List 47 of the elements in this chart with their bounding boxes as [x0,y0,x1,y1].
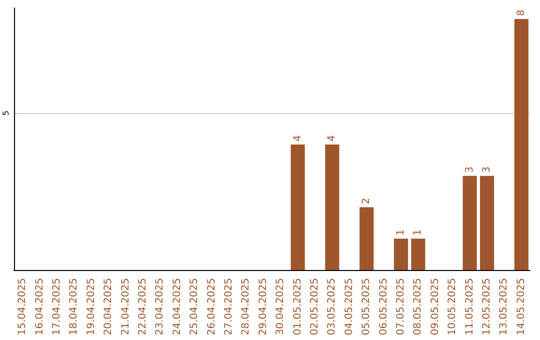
x-tick-label: 05.05.2025 [361,278,372,336]
bar [394,238,408,270]
x-tick-label: 29.04.2025 [258,278,269,336]
x-tick-label: 27.04.2025 [224,278,234,336]
data-label: 4 [292,135,304,142]
bar [290,144,305,270]
x-tick-label: 30.04.2025 [275,278,286,336]
bar [480,176,494,270]
x-tick-label: 11.05.2025 [464,278,476,336]
x-tick-label: 06.05.2025 [378,278,390,336]
bar [411,238,426,270]
x-tick-label: 16.04.2025 [34,278,46,336]
x-tick-label: 23.04.2025 [154,278,166,336]
x-tick-label: 24.04.2025 [172,278,183,336]
x-tick-label: 03.05.2025 [326,278,338,336]
x-tick-label: 08.05.2025 [412,278,424,336]
y-tick-label: 5 [2,110,10,116]
x-tick-label: 17.04.2025 [52,278,62,336]
x-tick-label: 10.05.2025 [447,278,458,336]
data-label: 4 [326,135,338,142]
x-tick-label: 12.05.2025 [482,278,492,336]
data-label: 3 [464,166,476,173]
data-label: 3 [482,166,492,173]
data-label: 1 [396,229,406,236]
data-label: 8 [516,10,527,16]
x-tick-label: 22.04.2025 [138,278,148,336]
data-label: 2 [361,198,372,204]
x-tick-label: 02.05.2025 [310,278,320,336]
data-label: 1 [412,229,424,236]
x-tick-label: 19.04.2025 [86,278,97,336]
x-tick-label: 28.04.2025 [240,278,252,336]
bar [360,207,374,270]
x-tick-label: 01.05.2025 [292,278,304,336]
x-tick-label: 20.04.2025 [103,278,114,336]
bar [514,18,528,270]
bar [325,144,340,270]
x-tick-label: 25.04.2025 [189,278,200,336]
x-tick-label: 26.04.2025 [206,278,218,336]
x-tick-label: 18.04.2025 [68,278,80,336]
x-tick-label: 15.04.2025 [17,278,28,336]
x-tick-label: 04.05.2025 [344,278,355,336]
x-tick-label: 21.04.2025 [120,278,132,336]
bar [462,176,477,270]
x-tick-label: 09.05.2025 [430,278,441,336]
x-tick-label: 14.05.2025 [516,278,527,336]
x-tick-label: 07.05.2025 [396,278,406,336]
x-tick-label: 13.05.2025 [498,278,510,336]
